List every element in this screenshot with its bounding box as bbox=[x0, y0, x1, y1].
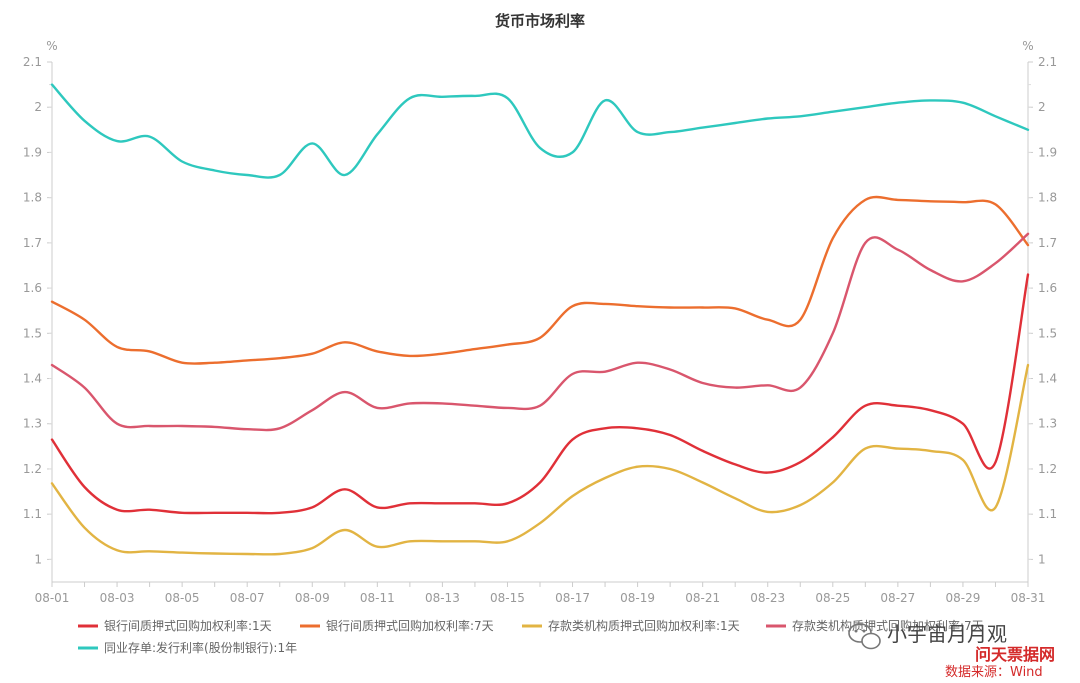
y-tick-label-right: 1.8 bbox=[1038, 191, 1057, 205]
y-tick-label-right: 2 bbox=[1038, 100, 1046, 114]
y-axis-unit-left: % bbox=[46, 39, 57, 53]
y-tick-label-right: 1.7 bbox=[1038, 236, 1057, 250]
y-tick-label-left: 1.3 bbox=[23, 417, 42, 431]
x-tick-label: 08-13 bbox=[425, 591, 460, 605]
watermark-site: 问天票据网 bbox=[975, 645, 1055, 664]
series-line-2 bbox=[50, 195, 1030, 365]
chart-title: 货币市场利率 bbox=[495, 12, 585, 30]
x-ticks: 08-01 08-03 08-05 08-07 08-09 08-11 08-13 08-15… bbox=[35, 582, 1046, 605]
y-tick-label-right: 1.2 bbox=[1038, 462, 1057, 476]
x-tick-label: 08-29 bbox=[945, 591, 980, 605]
axes bbox=[51, 62, 1029, 583]
legend-label-1: 银行间质押式回购加权利率:1天 bbox=[104, 618, 272, 633]
x-tick-label: 08-21 bbox=[685, 591, 720, 605]
x-tick-label: 08-03 bbox=[100, 591, 135, 605]
y-tick-label-left: 1.7 bbox=[23, 236, 42, 250]
x-tick-label: 08-07 bbox=[230, 591, 265, 605]
y-tick-label-left: 1.9 bbox=[23, 145, 42, 159]
wechat-icon bbox=[848, 623, 881, 650]
x-tick-label: 08-19 bbox=[620, 591, 655, 605]
y-tick-label-left: 2 bbox=[34, 100, 42, 114]
x-tick-label: 08-05 bbox=[165, 591, 200, 605]
x-tick-label: 08-09 bbox=[295, 591, 330, 605]
y-tick-label-left: 1.8 bbox=[23, 191, 42, 205]
legend: 银行间质押式回购加权利率:1天 银行间质押式回购加权利率:7天 存款类机构质押式回购… bbox=[78, 618, 984, 655]
y-tick-label-right: 1 bbox=[1038, 552, 1046, 566]
series-line-5 bbox=[50, 83, 1030, 179]
watermark: 小宇宙月月观 问天票据网 bbox=[848, 622, 1055, 664]
y-ticks-right: 1 1.1 1.2 1.3 1.4 1.5 1.6 1.7 1.8 1.9 2 2.1 bbox=[1028, 55, 1057, 566]
y-tick-label-left: 1 bbox=[34, 552, 42, 566]
series-line-1 bbox=[50, 273, 1030, 515]
x-tick-label: 08-25 bbox=[815, 591, 850, 605]
series-line-4 bbox=[50, 232, 1030, 432]
y-tick-label-right: 1.5 bbox=[1038, 326, 1057, 340]
series-line-3 bbox=[50, 363, 1030, 556]
y-tick-label-left: 1.6 bbox=[23, 281, 42, 295]
x-tick-label: 08-15 bbox=[490, 591, 525, 605]
y-tick-label-left: 2.1 bbox=[23, 55, 42, 69]
y-tick-label-right: 1.9 bbox=[1038, 145, 1057, 159]
legend-label-4: 存款类机构质押式回购加权利率:7天 bbox=[792, 618, 984, 633]
x-tick-label: 08-31 bbox=[1011, 591, 1046, 605]
y-tick-label-left: 1.4 bbox=[23, 372, 42, 386]
y-tick-label-right: 1.4 bbox=[1038, 372, 1057, 386]
y-tick-label-right: 2.1 bbox=[1038, 55, 1057, 69]
legend-label-2: 银行间质押式回购加权利率:7天 bbox=[326, 618, 494, 633]
y-tick-label-left: 1.2 bbox=[23, 462, 42, 476]
series-lines bbox=[50, 83, 1030, 556]
x-tick-label: 08-01 bbox=[35, 591, 70, 605]
y-axis-unit-right: % bbox=[1022, 39, 1033, 53]
watermark-account: 小宇宙月月观 bbox=[887, 622, 1007, 646]
x-tick-label: 08-23 bbox=[750, 591, 785, 605]
legend-label-5: 同业存单:发行利率(股份制银行):1年 bbox=[104, 640, 297, 655]
y-tick-label-left: 1.5 bbox=[23, 326, 42, 340]
x-tick-label: 08-27 bbox=[880, 591, 915, 605]
y-ticks-left: 1 1.1 1.2 1.3 1.4 1.5 1.6 1.7 1.8 1.9 2 2.1 bbox=[23, 55, 52, 566]
x-tick-label: 08-17 bbox=[555, 591, 590, 605]
legend-label-3: 存款类机构质押式回购加权利率:1天 bbox=[548, 618, 740, 633]
data-source-note: 数据来源：Wind bbox=[945, 665, 1043, 680]
x-tick-label: 08-11 bbox=[360, 591, 395, 605]
y-tick-label-right: 1.6 bbox=[1038, 281, 1057, 295]
y-tick-label-left: 1.1 bbox=[23, 507, 42, 521]
y-tick-label-right: 1.3 bbox=[1038, 417, 1057, 431]
y-tick-label-right: 1.1 bbox=[1038, 507, 1057, 521]
